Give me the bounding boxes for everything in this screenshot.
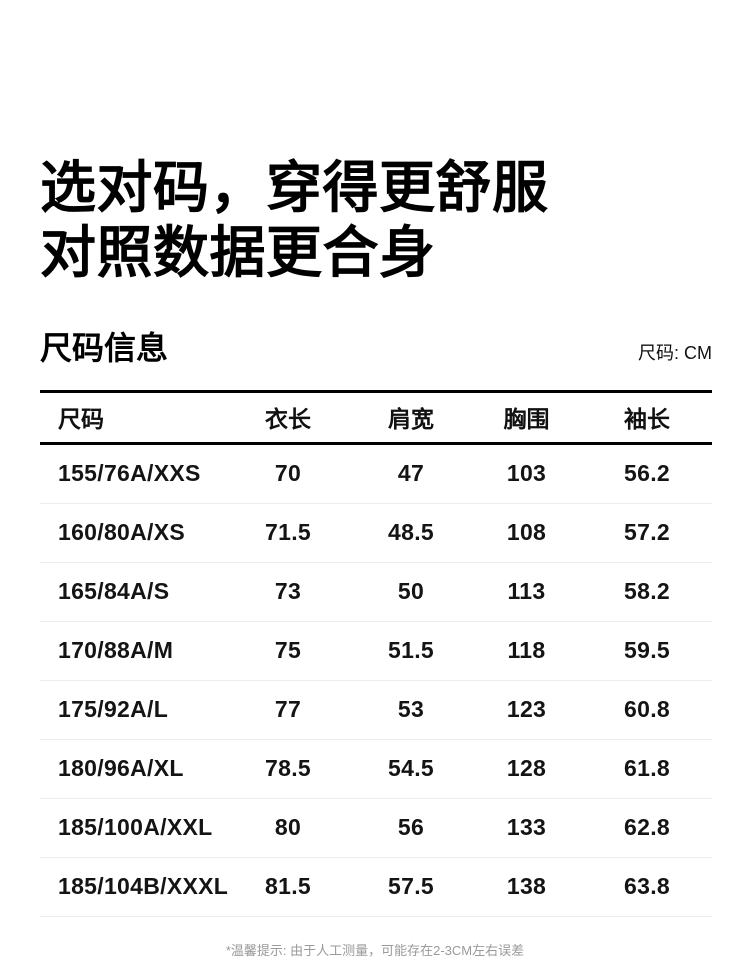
header-cell-size: 尺码: [40, 389, 225, 445]
chest-cell: 108: [471, 503, 582, 563]
length-cell: 80: [225, 798, 351, 858]
table-row: 165/84A/S 73 50 113 58.2: [40, 562, 712, 622]
chest-cell: 113: [471, 562, 582, 622]
length-cell: 71.5: [225, 503, 351, 563]
size-cell: 175/92A/L: [40, 680, 225, 740]
length-cell: 70: [225, 443, 351, 504]
sleeve-cell: 59.5: [582, 621, 712, 681]
shoulder-cell: 54.5: [351, 739, 471, 799]
table-row: 175/92A/L 77 53 123 60.8: [40, 680, 712, 740]
header-cell-chest: 胸围: [471, 389, 582, 445]
table-row: 185/100A/XXL 80 56 133 62.8: [40, 798, 712, 858]
length-cell: 81.5: [225, 857, 351, 917]
chest-cell: 103: [471, 443, 582, 504]
shoulder-cell: 47: [351, 443, 471, 504]
length-cell: 77: [225, 680, 351, 740]
sleeve-cell: 61.8: [582, 739, 712, 799]
size-cell: 170/88A/M: [40, 621, 225, 681]
shoulder-cell: 53: [351, 680, 471, 740]
length-cell: 75: [225, 621, 351, 681]
size-table: 尺码 衣长 肩宽 胸围 袖长 155/76A/XXS 70 47 103 56.…: [40, 389, 712, 917]
section-header: 尺码信息 尺码: CM: [40, 332, 712, 364]
sleeve-cell: 60.8: [582, 680, 712, 740]
length-cell: 78.5: [225, 739, 351, 799]
sleeve-cell: 62.8: [582, 798, 712, 858]
chest-cell: 128: [471, 739, 582, 799]
shoulder-cell: 51.5: [351, 621, 471, 681]
size-cell: 165/84A/S: [40, 562, 225, 622]
size-cell: 185/104B/XXXL: [40, 857, 228, 917]
table-row: 170/88A/M 75 51.5 118 59.5: [40, 621, 712, 681]
length-cell: 73: [225, 562, 351, 622]
table-row: 160/80A/XS 71.5 48.5 108 57.2: [40, 503, 712, 563]
header-cell-length: 衣长: [225, 389, 351, 445]
sleeve-cell: 56.2: [582, 443, 712, 504]
shoulder-cell: 48.5: [351, 503, 471, 563]
size-table-body: 155/76A/XXS 70 47 103 56.2 160/80A/XS 71…: [40, 443, 712, 917]
header-cell-sleeve: 袖长: [582, 389, 712, 445]
chest-cell: 123: [471, 680, 582, 740]
header-row: 尺码 衣长 肩宽 胸围 袖长: [40, 389, 712, 445]
shoulder-cell: 57.5: [351, 857, 471, 917]
sleeve-cell: 63.8: [582, 857, 712, 917]
measurement-disclaimer: *温馨提示: 由于人工测量，可能存在2-3CM左右误差: [225, 942, 525, 958]
sleeve-cell: 58.2: [582, 562, 712, 622]
table-row: 180/96A/XL 78.5 54.5 128 61.8: [40, 739, 712, 799]
table-row: 155/76A/XXS 70 47 103 56.2: [40, 443, 712, 504]
shoulder-cell: 56: [351, 798, 471, 858]
size-cell: 155/76A/XXS: [40, 443, 225, 504]
shoulder-cell: 50: [351, 562, 471, 622]
sleeve-cell: 57.2: [582, 503, 712, 563]
chest-cell: 118: [471, 621, 582, 681]
size-cell: 160/80A/XS: [40, 503, 225, 563]
size-cell: 185/100A/XXL: [40, 798, 225, 858]
table-row: 185/104B/XXXL 81.5 57.5 138 63.8: [40, 857, 712, 917]
chest-cell: 138: [471, 857, 582, 917]
section-title: 尺码信息: [40, 329, 169, 366]
size-table-header: 尺码 衣长 肩宽 胸围 袖长: [40, 389, 712, 445]
header-cell-shoulder: 肩宽: [351, 389, 471, 445]
chest-cell: 133: [471, 798, 582, 858]
size-cell: 180/96A/XL: [40, 739, 225, 799]
page-title-line2: 对照数据更合身: [40, 220, 436, 284]
page-title: 选对码，穿得更舒服 对照数据更合身: [0, 0, 750, 286]
unit-label: 尺码: CM: [638, 342, 712, 363]
page-title-line1: 选对码，穿得更舒服: [40, 156, 549, 219]
